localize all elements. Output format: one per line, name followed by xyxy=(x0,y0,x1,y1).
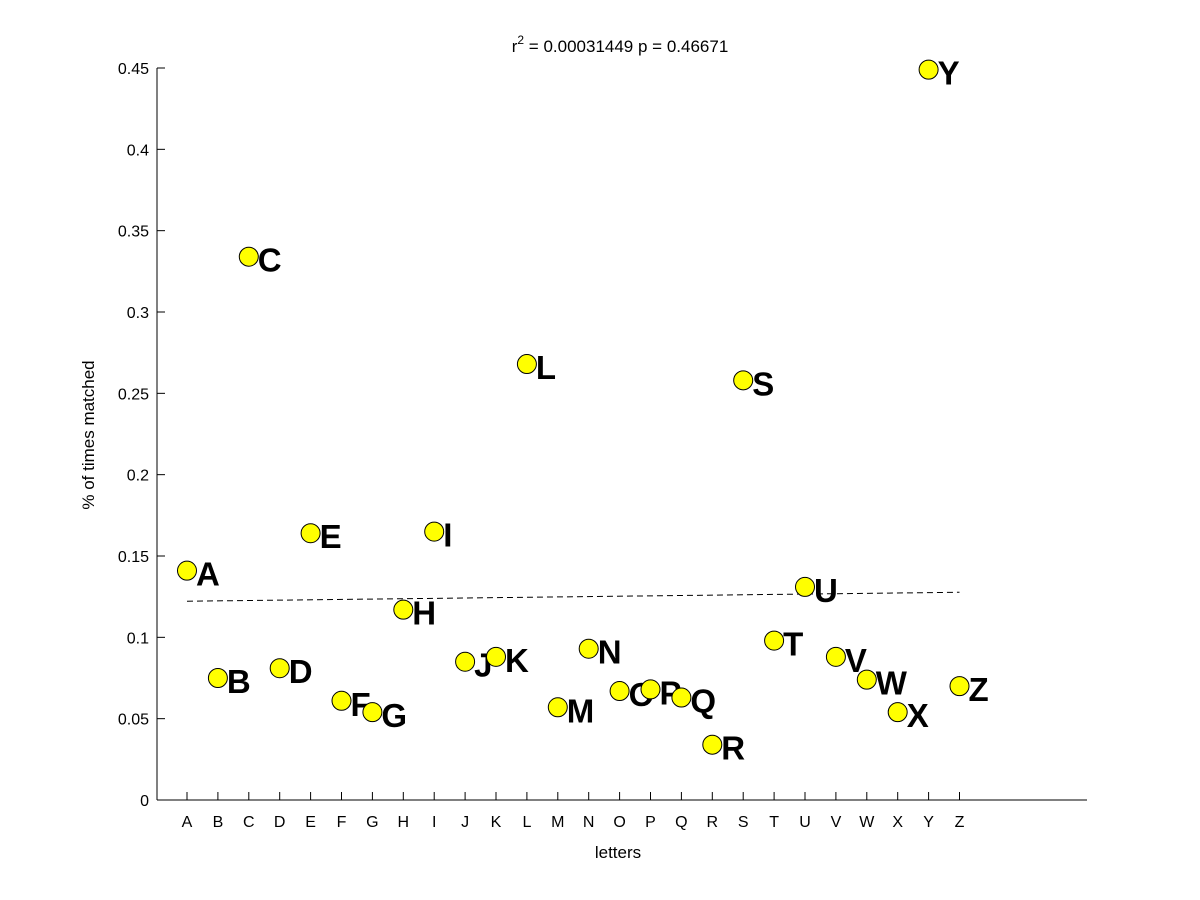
x-tick-label: J xyxy=(461,814,469,831)
x-tick-label: D xyxy=(274,814,286,831)
x-tick-label: C xyxy=(243,814,255,831)
point-label: B xyxy=(227,663,251,700)
point-label: Q xyxy=(690,683,716,720)
data-point xyxy=(424,521,445,542)
point-label: U xyxy=(814,572,838,609)
x-tick-label: Y xyxy=(923,814,934,831)
x-tick-label: L xyxy=(522,814,531,831)
x-tick-label: H xyxy=(398,814,410,831)
data-point xyxy=(393,599,414,620)
trend-line xyxy=(186,591,960,602)
data-point xyxy=(578,638,599,659)
x-tick-label: G xyxy=(366,814,378,831)
point-label: I xyxy=(443,517,452,554)
data-point xyxy=(207,668,228,688)
point-label: Z xyxy=(969,671,989,708)
trend-line-group xyxy=(186,591,960,602)
data-point xyxy=(455,651,476,672)
chart-title-suffix: = 0.00031449 p = 0.46671 xyxy=(524,37,728,56)
y-tick-label: 0.45 xyxy=(118,61,149,78)
data-point xyxy=(949,676,970,697)
data-point xyxy=(516,354,537,375)
point-label: C xyxy=(258,242,282,279)
y-tick-label: 0.2 xyxy=(127,468,149,485)
data-point xyxy=(177,560,197,581)
x-tick-label: F xyxy=(337,814,347,831)
data-point xyxy=(300,523,321,544)
x-tick-label: I xyxy=(432,814,436,831)
data-point xyxy=(362,702,383,723)
data-point xyxy=(795,576,815,597)
data-point xyxy=(486,646,506,667)
y-tick-label: 0.25 xyxy=(118,386,149,403)
y-tick-label: 0.1 xyxy=(127,630,149,647)
chart-title: r2 = 0.00031449 p = 0.46671 xyxy=(512,33,729,56)
y-tick-label: 0 xyxy=(140,793,149,810)
x-tick-label: A xyxy=(182,814,193,831)
point-label: L xyxy=(536,349,556,386)
point-label: R xyxy=(721,730,745,767)
y-axis-title: % of times matched xyxy=(79,360,98,509)
point-label: N xyxy=(598,634,622,671)
data-point xyxy=(331,690,352,711)
x-tick-label: R xyxy=(707,814,719,831)
x-tick-label: V xyxy=(831,814,842,831)
axes: 0 0.05 0.1 0.15 0.2 0.25 0.3 0.35 0.4 0.45 A B C D E F G… xyxy=(118,61,1087,831)
data-point xyxy=(825,646,846,667)
x-tick-label: M xyxy=(551,814,564,831)
data-point xyxy=(856,669,877,690)
data-point xyxy=(269,658,290,679)
x-tick-label: O xyxy=(613,814,625,831)
point-label: E xyxy=(320,518,342,555)
point-label: W xyxy=(876,665,908,702)
x-tick-label: T xyxy=(769,814,779,831)
point-label: X xyxy=(907,697,929,734)
data-point xyxy=(609,681,630,702)
point-label: V xyxy=(845,642,867,679)
x-tick-label: K xyxy=(491,814,502,831)
data-point xyxy=(671,687,692,708)
y-tick-label: 0.4 xyxy=(127,142,149,159)
point-label: K xyxy=(505,642,529,679)
point-label: A xyxy=(196,556,220,593)
y-tick-label: 0.05 xyxy=(118,712,149,729)
data-point xyxy=(640,679,661,700)
y-tick-label: 0.15 xyxy=(118,549,149,566)
y-tick-label: 0.35 xyxy=(118,224,149,241)
x-tick-label: E xyxy=(305,814,316,831)
data-point xyxy=(702,734,723,755)
point-label: T xyxy=(783,626,803,663)
data-point xyxy=(238,246,259,267)
data-point xyxy=(918,59,939,80)
x-tick-label: P xyxy=(645,814,656,831)
chart-title-prefix: r xyxy=(512,37,518,56)
data-point xyxy=(764,630,785,651)
point-label: H xyxy=(412,595,436,632)
point-label: M xyxy=(567,692,595,729)
data-point xyxy=(733,370,754,391)
x-tick-label: B xyxy=(213,814,224,831)
point-label: S xyxy=(752,365,774,402)
x-tick-label: S xyxy=(738,814,749,831)
data-point xyxy=(547,697,568,718)
point-label: D xyxy=(289,653,313,690)
x-tick-label: X xyxy=(892,814,903,831)
x-tick-label: N xyxy=(583,814,595,831)
x-axis-title: letters xyxy=(595,843,641,862)
x-tick-label: Z xyxy=(955,814,965,831)
point-label: G xyxy=(381,697,407,734)
chart-title-superscript: 2 xyxy=(517,33,524,47)
point-label: Y xyxy=(938,55,960,92)
data-point xyxy=(887,702,908,723)
x-tick-label: W xyxy=(859,814,875,831)
y-tick-label: 0.3 xyxy=(127,305,149,322)
x-tick-label: Q xyxy=(675,814,687,831)
x-tick-label: U xyxy=(799,814,811,831)
